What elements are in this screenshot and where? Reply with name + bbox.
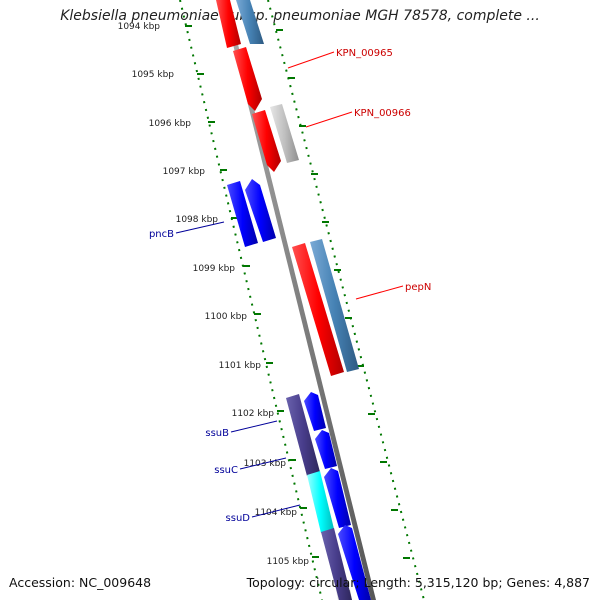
gene-feature[interactable] xyxy=(227,181,258,247)
genome-backbone xyxy=(222,0,376,600)
outer-major-ticks xyxy=(276,29,410,559)
gene-feature[interactable] xyxy=(304,392,326,431)
tick-label: 1099 kbp xyxy=(193,264,236,274)
gene-feature[interactable] xyxy=(236,0,264,44)
gene-feature[interactable] xyxy=(245,179,276,242)
gene-feature[interactable] xyxy=(324,468,351,528)
tick-label: 1096 kbp xyxy=(149,119,192,129)
tick-label: 1101 kbp xyxy=(219,361,262,371)
label-leader xyxy=(230,420,278,433)
gene-label-kpn-00966[interactable]: KPN_00966 xyxy=(354,108,411,119)
tick-label: 1104 kbp xyxy=(255,508,298,518)
tick-label: 1095 kbp xyxy=(132,70,175,80)
label-leader xyxy=(287,51,335,69)
gene-feature[interactable] xyxy=(286,394,320,476)
accession-text: Accession: NC_009648 xyxy=(9,575,152,590)
gene-feature[interactable] xyxy=(233,47,262,111)
tick-label: 1097 kbp xyxy=(163,167,206,177)
label-leader xyxy=(239,457,287,470)
gene-label-pepn[interactable]: pepN xyxy=(405,282,431,293)
label-leader xyxy=(251,504,301,518)
gene-feature[interactable] xyxy=(216,0,241,48)
gene-feature[interactable] xyxy=(338,525,371,600)
tick-label: 1098 kbp xyxy=(176,215,219,225)
label-leader xyxy=(355,285,404,300)
tick-label: 1094 kbp xyxy=(118,22,161,32)
tick-label: 1102 kbp xyxy=(232,409,275,419)
label-leader xyxy=(305,111,353,128)
inner-tick-ring xyxy=(179,0,323,600)
gene-feature[interactable] xyxy=(270,104,299,163)
gene-feature[interactable] xyxy=(315,430,337,469)
major-ticks xyxy=(185,25,319,558)
tick-label: 1100 kbp xyxy=(205,312,248,322)
gene-label-ssuc[interactable]: ssuC xyxy=(214,465,238,476)
gene-label-pncb[interactable]: pncB xyxy=(149,229,174,240)
tick-label: 1105 kbp xyxy=(267,557,310,567)
gene-labels: KPN_00965 KPN_00966 pncB pepN ssuB ssuC … xyxy=(149,48,431,524)
map-title: Klebsiella pneumoniae subsp. pneumoniae … xyxy=(60,8,540,24)
gene-label-ssud[interactable]: ssuD xyxy=(226,513,251,524)
label-leader xyxy=(175,221,225,234)
gene-feature[interactable] xyxy=(252,110,281,172)
genome-summary-text: Topology: circular; Length: 5,315,120 bp… xyxy=(246,575,590,590)
tick-label: 1103 kbp xyxy=(244,459,287,469)
gene-label-kpn-00965[interactable]: KPN_00965 xyxy=(336,48,393,59)
gene-feature[interactable] xyxy=(292,243,344,376)
gene-feature[interactable] xyxy=(321,528,352,600)
gene-feature[interactable] xyxy=(310,239,359,372)
gene-label-ssub[interactable]: ssuB xyxy=(205,428,229,439)
tick-labels: 1094 kbp 1095 kbp 1096 kbp 1097 kbp 1098… xyxy=(118,22,310,567)
gene-feature[interactable] xyxy=(307,471,334,533)
